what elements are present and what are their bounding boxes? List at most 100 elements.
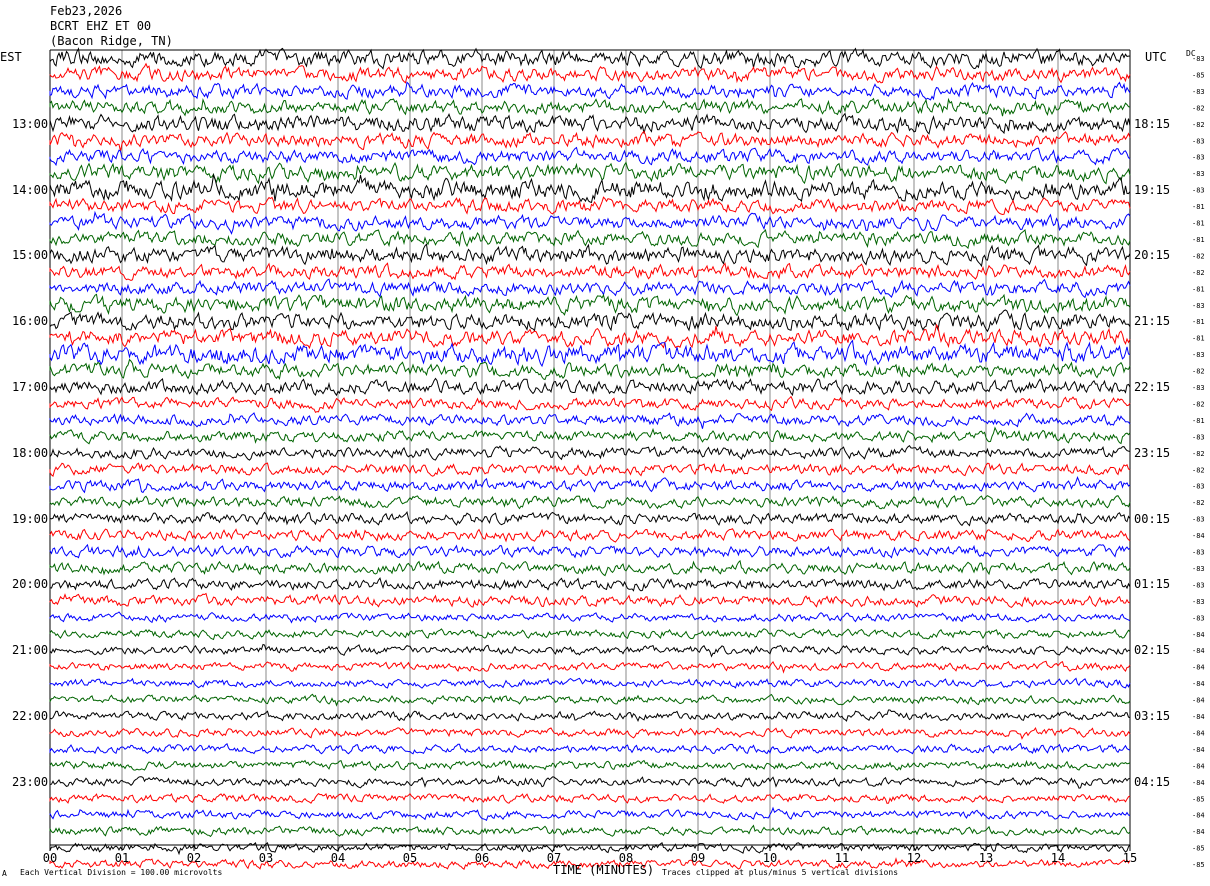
- right-axis-title: UTC: [1145, 50, 1167, 64]
- dc-offset-value: -82: [1192, 400, 1205, 408]
- trace-line: [49, 130, 1131, 152]
- trace-line: [49, 559, 1131, 577]
- dc-offset-value: -83: [1192, 614, 1205, 622]
- dc-offset-value: -81: [1192, 220, 1205, 228]
- dc-offset-value: -82: [1192, 104, 1205, 112]
- dc-offset-column: -83 -85 -83 -82 -82 -83 -83 -83 -83 -81 -81 -81 -82 -…: [1192, 55, 1205, 869]
- trace-line: [49, 262, 1131, 281]
- right-hour-label: 23:15: [1134, 446, 1171, 460]
- dc-offset-value: -85: [1192, 72, 1205, 80]
- trace-line: [49, 677, 1131, 689]
- trace-line: [49, 173, 1131, 204]
- trace-line: [49, 511, 1131, 527]
- left-hour-label: 15:00: [12, 248, 49, 262]
- dc-offset-value: -83: [1192, 55, 1205, 63]
- dc-offset-value: -82: [1192, 368, 1205, 376]
- x-tick-label-03: 03: [259, 851, 273, 865]
- dc-offset-value: -83: [1192, 302, 1205, 310]
- dc-offset-value: -83: [1192, 483, 1205, 491]
- trace-line: [49, 824, 1131, 838]
- x-tick-label-12: 12: [907, 851, 921, 865]
- dc-offset-value: -83: [1192, 565, 1205, 573]
- dc-offset-value: -82: [1192, 269, 1205, 277]
- trace-line: [49, 841, 1131, 856]
- trace-line: [49, 323, 1131, 350]
- right-hour-label: 02:15: [1134, 643, 1171, 657]
- left-hour-label: 22:00: [12, 709, 49, 723]
- dc-offset-value: -83: [1192, 137, 1205, 145]
- dc-offset-value: -82: [1192, 466, 1205, 474]
- left-hour-label: 23:00: [12, 775, 49, 789]
- dc-offset-value: -84: [1192, 647, 1205, 655]
- dc-offset-value: -83: [1192, 384, 1205, 392]
- trace-line: [49, 792, 1131, 804]
- trace-line: [49, 278, 1131, 299]
- dc-offset-value: -85: [1192, 861, 1205, 869]
- dc-offset-value: -83: [1192, 187, 1205, 195]
- right-hour-label: 00:15: [1134, 512, 1171, 526]
- trace-line: [49, 643, 1131, 658]
- station-code: BCRT EHZ ET 00: [50, 19, 152, 33]
- right-hour-label: 20:15: [1134, 248, 1171, 262]
- dc-offset-value: -82: [1192, 499, 1205, 507]
- trace-line: [49, 543, 1131, 559]
- trace-line: [49, 660, 1131, 674]
- left-axis-title: EST: [0, 50, 22, 64]
- right-hour-label: 01:15: [1134, 577, 1171, 591]
- dc-offset-value: -83: [1192, 433, 1205, 441]
- trace-line: [49, 528, 1131, 543]
- trace-line: [49, 339, 1131, 368]
- trace-line: [49, 112, 1131, 135]
- dc-title: DC: [1186, 49, 1196, 58]
- trace-line: [49, 412, 1131, 429]
- trace-line: [49, 857, 1131, 871]
- trace-line: [49, 146, 1131, 167]
- x-tick-label-09: 09: [691, 851, 705, 865]
- trace-line: [49, 196, 1131, 216]
- dc-offset-value: -82: [1192, 252, 1205, 260]
- x-tick-label-11: 11: [835, 851, 849, 865]
- dc-offset-value: -84: [1192, 697, 1205, 705]
- dc-offset-value: -82: [1192, 450, 1205, 458]
- station-location: (Bacon Ridge, TN): [50, 34, 173, 48]
- dc-offset-value: -84: [1192, 779, 1205, 787]
- trace-line: [49, 444, 1131, 461]
- dc-offset-value: -83: [1192, 581, 1205, 589]
- dc-offset-value: -84: [1192, 762, 1205, 770]
- dc-offset-value: -84: [1192, 828, 1205, 836]
- trace-line: [49, 97, 1131, 117]
- trace-line: [49, 727, 1131, 740]
- trace-line: [49, 81, 1131, 101]
- right-hour-label: 22:15: [1134, 380, 1171, 394]
- trace-line: [49, 806, 1131, 822]
- trace-line: [49, 592, 1131, 609]
- dc-offset-value: -84: [1192, 746, 1205, 754]
- left-hour-label: 13:00: [12, 117, 49, 131]
- right-hour-label: 04:15: [1134, 775, 1171, 789]
- trace-line: [49, 210, 1131, 235]
- dc-offset-value: -81: [1192, 417, 1205, 425]
- x-tick-label-01: 01: [115, 851, 129, 865]
- dc-offset-value: -81: [1192, 335, 1205, 343]
- trace-line: [49, 47, 1131, 70]
- x-tick-label-06: 06: [475, 851, 489, 865]
- left-hour-label: 14:00: [12, 183, 49, 197]
- trace-line: [49, 742, 1131, 755]
- dc-offset-value: -83: [1192, 154, 1205, 162]
- time-axis: 00 01 02 03 04 05 06 07 08 09 10 11 12 13 14 15: [43, 844, 1137, 865]
- trace-line: [49, 426, 1131, 445]
- dc-offset-value: -83: [1192, 170, 1205, 178]
- trace-line: [49, 709, 1131, 723]
- trace-line: [49, 377, 1131, 397]
- dc-offset-value: -84: [1192, 713, 1205, 721]
- trace-line: [49, 358, 1131, 381]
- seismic-traces: [49, 47, 1131, 871]
- trace-line: [49, 462, 1131, 477]
- trace-line: [49, 628, 1131, 641]
- dc-offset-value: -81: [1192, 236, 1205, 244]
- right-hour-label: 18:15: [1134, 117, 1171, 131]
- dc-offset-value: -85: [1192, 795, 1205, 803]
- trace-line: [49, 293, 1131, 317]
- dc-offset-value: -81: [1192, 318, 1205, 326]
